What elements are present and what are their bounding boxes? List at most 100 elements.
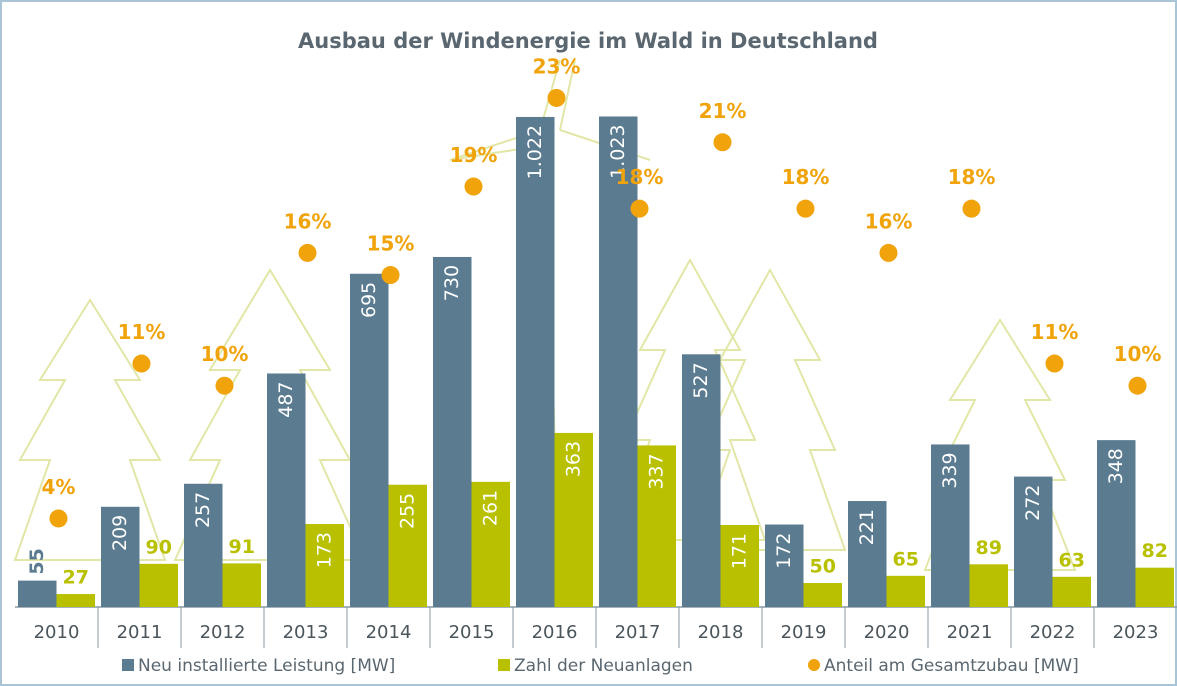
bar [599,116,638,607]
bar-label: 172 [773,533,795,569]
bar [350,273,389,607]
x-tick-label: 2010 [34,622,80,643]
bar [803,583,842,607]
bar-label: 50 [810,556,836,578]
share-label: 18% [782,165,830,189]
bar [1135,567,1174,607]
bar [516,116,555,608]
bar-label: 171 [728,533,750,569]
bar-label: 730 [441,265,463,301]
share-dot [713,133,732,152]
bar-label: 65 [893,548,919,570]
bar-label: 339 [939,452,961,488]
share-label: 23% [533,54,581,78]
bar [886,575,925,607]
bar-label: 695 [358,282,380,318]
x-tick-label: 2019 [781,622,827,643]
bar-label: 261 [479,490,501,526]
x-tick-label: 2021 [947,622,993,643]
bar [554,432,593,607]
chart-title: Ausbau der Windenergie im Wald in Deutsc… [298,29,878,53]
share-label: 18% [948,165,996,189]
bar [848,501,887,607]
bar [969,564,1008,607]
share-label: 11% [118,320,166,344]
bar-label: 1.023 [607,124,629,178]
share-label: 15% [367,232,415,256]
legend-swatch [498,659,510,671]
bar-label: 255 [396,493,418,529]
x-tick-label: 2020 [864,622,910,643]
legend-label: Neu installierte Leistung [MW] [138,656,395,676]
bar-label: 27 [63,567,89,589]
bar [682,354,721,607]
share-dot [962,199,981,218]
bar-label: 89 [976,537,1002,559]
bar [184,483,223,607]
bar [388,484,427,607]
bar-label: 82 [1142,540,1168,562]
x-tick-label: 2011 [117,622,163,643]
x-tick-label: 2017 [615,622,661,643]
x-tick-label: 2012 [200,622,246,643]
share-label: 18% [616,165,664,189]
x-tick-label: 2016 [532,622,578,643]
bar-label: 209 [109,515,131,551]
share-label: 19% [450,143,498,167]
bar [139,563,178,607]
bar [1052,576,1091,607]
x-tick-label: 2015 [449,622,495,643]
bar-label: 337 [645,453,667,489]
bar-label: 487 [275,381,297,417]
share-dot [132,354,151,373]
bar-label: 348 [1105,448,1127,484]
share-dot [381,266,400,285]
bar-label: 63 [1059,549,1085,571]
share-dot [796,199,815,218]
legend-swatch [122,659,134,671]
x-tick-label: 2014 [366,622,412,643]
share-dot [547,88,566,107]
bar-label: 272 [1022,485,1044,521]
bar-label: 55 [26,548,48,574]
x-tick-label: 2022 [1030,622,1076,643]
share-dot [1045,354,1064,373]
share-dot [464,177,483,196]
bar [637,445,676,607]
legend-label: Zahl der Neuanlagen [514,656,693,676]
bar-label: 90 [146,536,172,558]
share-label: 16% [284,209,332,233]
bar [267,373,306,607]
share-label: 4% [42,475,76,499]
share-dot [298,243,317,262]
bar-label: 91 [229,536,255,558]
bar [18,580,57,607]
share-label: 10% [1114,342,1162,366]
bar-label: 173 [313,532,335,568]
share-dot [49,509,68,528]
legend-label: Anteil am Gesamtzubau [MW] [824,656,1079,676]
x-tick-label: 2018 [698,622,744,643]
bar [1014,476,1053,607]
bar [765,524,804,607]
share-label: 16% [865,209,913,233]
bar [433,256,472,607]
bar [471,481,510,607]
bar [56,594,95,607]
share-label: 21% [699,99,747,123]
share-label: 10% [201,342,249,366]
bar [101,506,140,607]
share-dot [630,199,649,218]
x-tick-label: 2013 [283,622,329,643]
share-dot [215,376,234,395]
bar [305,524,344,607]
bar [1097,440,1136,607]
share-label: 11% [1031,320,1079,344]
bar [222,563,261,607]
x-tick-label: 2023 [1113,622,1159,643]
share-dot [879,243,898,262]
bar [931,444,970,607]
share-dot [1128,376,1147,395]
legend-swatch [808,659,820,671]
